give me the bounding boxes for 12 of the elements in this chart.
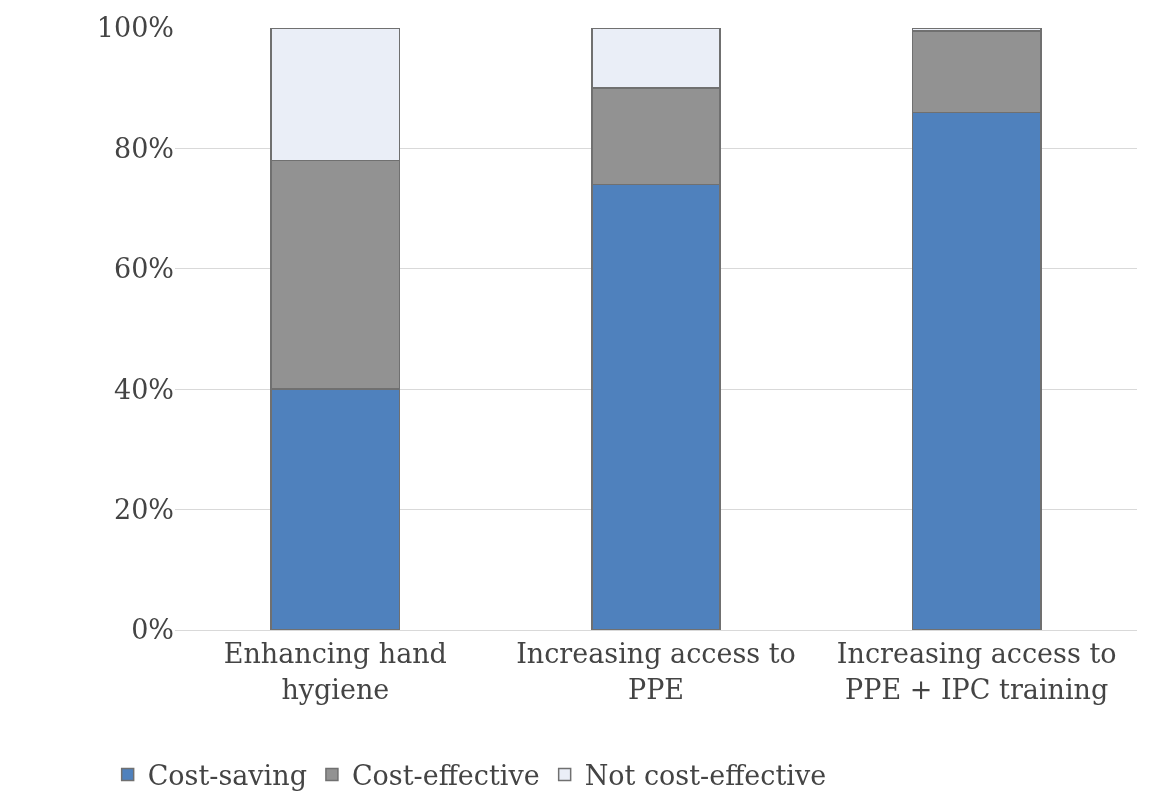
legend-label: Not cost-effective [584,759,827,791]
y-tick-label: 20% [113,494,174,526]
y-tick-label: 40% [113,373,174,405]
y-tick-label: 0% [131,614,174,646]
y-tick-label: 60% [113,253,174,285]
y-tick-label: 100% [96,12,174,44]
legend-label: Cost-effective [351,759,540,791]
x-tick-label: Enhancing hand hygiene [223,638,447,705]
x-tick-label: Increasing access to PPE [516,638,796,705]
legend-label: Cost-saving [147,759,307,791]
x-tick-label: Increasing access to PPE + IPC training [836,638,1117,705]
y-tick-label: 80% [113,132,174,164]
